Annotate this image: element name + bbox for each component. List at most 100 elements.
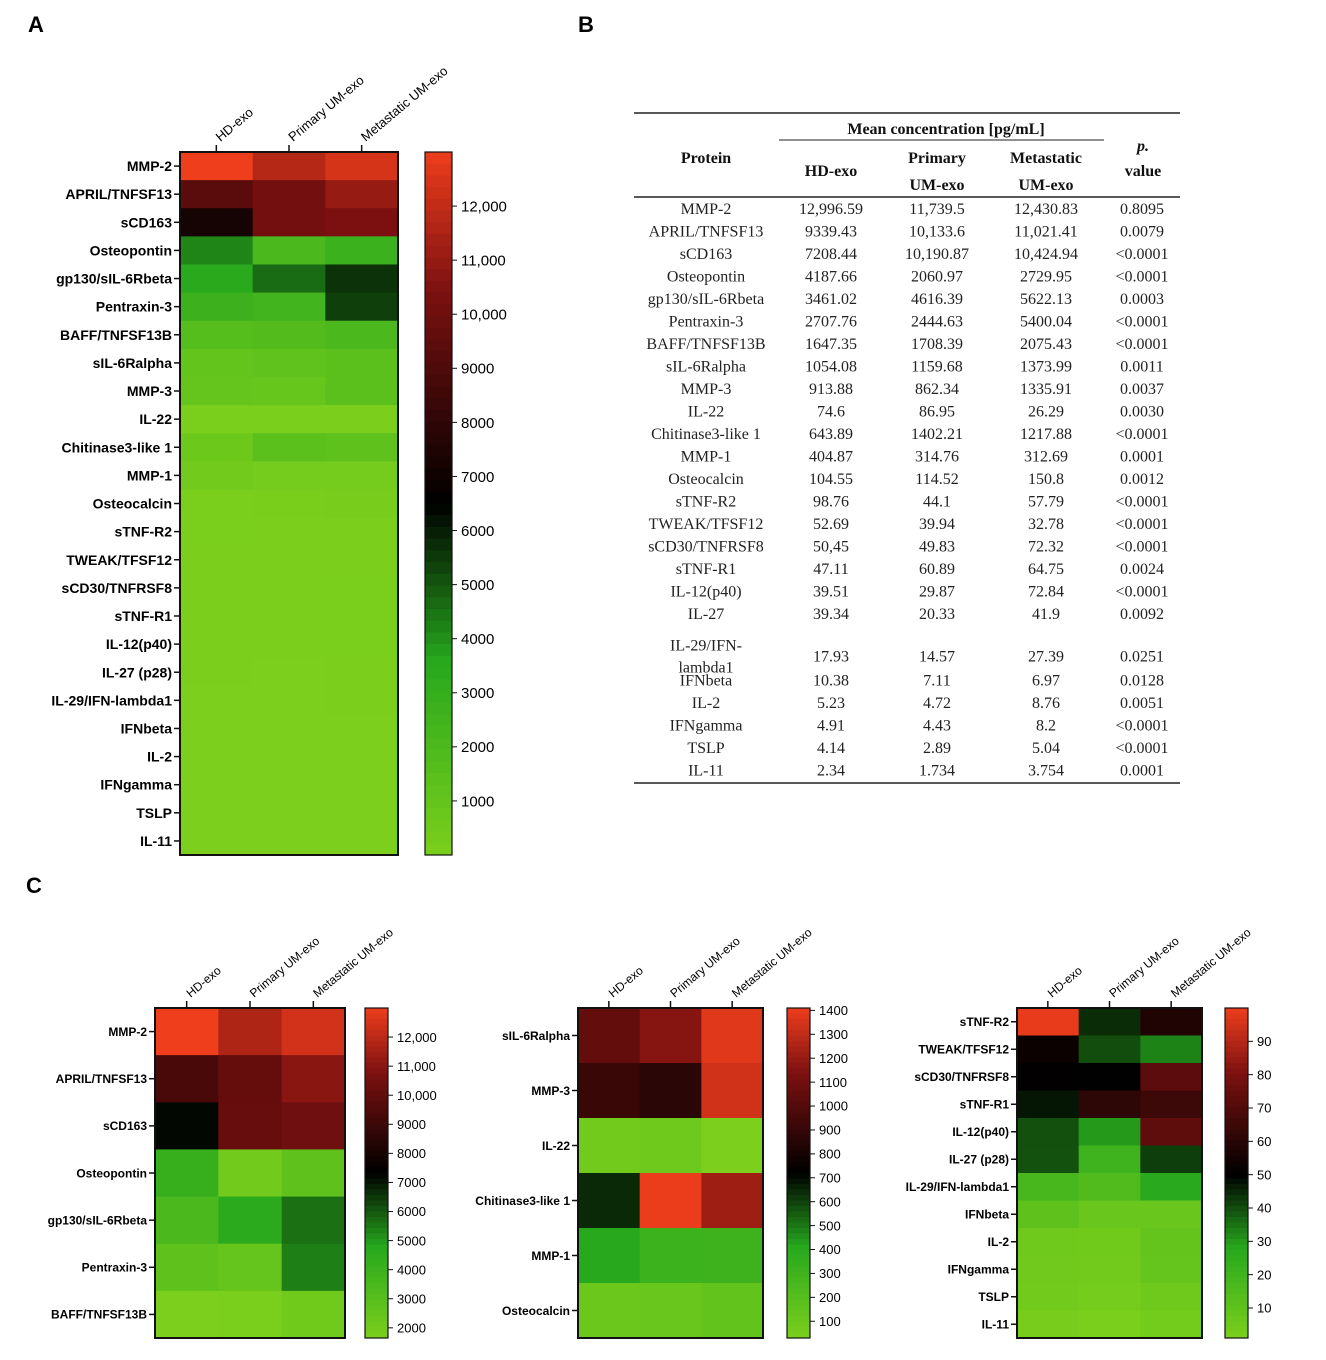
colorbar-segment <box>365 1299 388 1306</box>
table-cell-metastatic-umexo: 1335.91 <box>1020 381 1072 398</box>
heatmap-cell-mmp-2-metastatic-um-exo <box>281 1008 346 1056</box>
heatmap-cell-tweak-tfsf12-primary-um-exo <box>252 545 326 575</box>
table-cell-p-value: <0.0001 <box>1115 584 1168 601</box>
table-cell-protein: Osteocalcin <box>668 471 744 488</box>
colorbar-tick-label: 1200 <box>819 1051 848 1066</box>
table-cell-p-value: 0.0092 <box>1120 606 1164 623</box>
colorbar-segment <box>365 1184 388 1190</box>
colorbar-segment <box>425 690 452 704</box>
table-header-metastatic: Metastatic <box>1010 150 1082 167</box>
table-row: Osteocalcin 104.55 114.52 150.8 0.0012 <box>668 471 1164 488</box>
colorbar-segment <box>1225 1030 1248 1036</box>
heatmap-cell-scd30-tnfrsf8-hd-exo <box>1017 1063 1080 1092</box>
table-cell-primary-umexo: 314.76 <box>915 449 959 466</box>
table-cell-metastatic-umexo: 72.32 <box>1028 539 1064 556</box>
table-cell-p-value: <0.0001 <box>1115 426 1168 443</box>
colorbar-segment <box>365 1068 388 1075</box>
colorbar-segment <box>1225 1184 1248 1190</box>
colorbar-segment <box>365 1178 388 1185</box>
colorbar-segment <box>425 679 452 692</box>
heatmap-cell-il-11-primary-um-exo <box>1078 1310 1141 1339</box>
colorbar-segment <box>425 526 452 540</box>
colorbar-frame <box>1224 1007 1249 1339</box>
colorbar-segment <box>1225 1156 1248 1163</box>
table-row: IL-2 5.23 4.72 8.76 0.0051 <box>692 695 1164 712</box>
table-cell-metastatic-umexo: 26.29 <box>1028 404 1064 421</box>
heatmap-cell-chitinase3-like-1-metastatic-um-exo <box>325 433 399 462</box>
heatmap-cell-gp130-sil-6rbeta-metastatic-um-exo <box>281 1196 346 1245</box>
colorbar-segment <box>365 1134 388 1141</box>
colorbar-segment <box>787 1211 810 1218</box>
row-label-scd30-tnfrsf8: sCD30/TNFRSF8 <box>62 580 173 596</box>
heatmap-cell-baff-tnfsf13b-hd-exo <box>155 1290 219 1339</box>
colorbar-tick-label: 600 <box>819 1194 841 1209</box>
row-label-scd30-tnfrsf8: sCD30/TNFRSF8 <box>914 1070 1009 1084</box>
table-cell-hd-exo: 3461.02 <box>805 291 857 308</box>
row-label-stnf-r1: sTNF-R1 <box>960 1098 1010 1112</box>
panel-letter-a: A <box>28 12 44 37</box>
colorbar-segment <box>1225 1074 1248 1080</box>
heatmap-cell-ifnbeta-metastatic-um-exo <box>325 714 399 744</box>
heatmap-cell-chitinase3-like-1-primary-um-exo <box>252 433 326 462</box>
table-cell-primary-umexo: 2444.63 <box>911 314 963 331</box>
heatmap-cell-ifngamma-primary-um-exo <box>1078 1255 1141 1284</box>
colorbar-segment <box>1225 1206 1248 1212</box>
table-cell-protein: sCD30/TNFRSF8 <box>648 539 764 556</box>
colorbar-segment <box>425 409 452 422</box>
colorbar-segment <box>787 1310 810 1317</box>
table-row: sCD30/TNFRSF8 50,45 49.83 72.32 <0.0001 <box>648 539 1168 556</box>
colorbar-segment <box>425 444 452 458</box>
heatmap-cell-scd30-tnfrsf8-primary-um-exo <box>1078 1063 1141 1092</box>
table-cell-p-value: <0.0001 <box>1115 494 1168 511</box>
table-cell-hd-exo: 47.11 <box>813 561 848 578</box>
colorbar-segment <box>787 1299 810 1306</box>
table-row: sIL-6Ralpha 1054.08 1159.68 1373.99 0.0011 <box>666 359 1164 376</box>
table-cell-primary-umexo: 49.83 <box>919 539 955 556</box>
table-cell-hd-exo: 1054.08 <box>805 359 857 376</box>
colorbar-tick-label: 900 <box>819 1123 841 1138</box>
heatmap-cell-il-27-p28-primary-um-exo <box>252 658 326 687</box>
heatmap-cell-chitinase3-like-1-hd-exo <box>180 433 254 462</box>
table-cell-hd-exo: 10.38 <box>813 673 849 690</box>
heatmap-cell-stnf-r2-primary-um-exo <box>252 517 326 547</box>
colorbar-segment <box>787 1195 810 1201</box>
colorbar-tick-label: 500 <box>819 1218 841 1233</box>
colorbar-segment <box>425 351 452 364</box>
colorbar-segment <box>787 1090 810 1097</box>
colorbar-segment <box>365 1151 388 1157</box>
colorbar-tick-label: 800 <box>819 1147 841 1162</box>
table-cell-primary-umexo: 1159.68 <box>911 359 962 376</box>
table-cell-hd-exo: 913.88 <box>809 381 853 398</box>
heatmap-cell-april-tnfsf13-primary-um-exo <box>218 1055 283 1103</box>
table-cell-protein: IL-29/IFN-lambda1 <box>670 638 742 677</box>
heatmap-cell-il-11-metastatic-um-exo <box>325 826 399 856</box>
colorbar-tick-label: 300 <box>819 1266 841 1281</box>
colorbar-segment <box>1225 1112 1248 1119</box>
heatmap-cell-april-tnfsf13-primary-um-exo <box>252 180 326 209</box>
colorbar-segment <box>425 714 452 727</box>
table-cell-primary-umexo: 10,190.87 <box>905 246 969 263</box>
colorbar-segment <box>365 1112 388 1119</box>
table-cell-metastatic-umexo: 5400.04 <box>1020 314 1072 331</box>
heatmap-cell-tweak-tfsf12-hd-exo <box>1017 1035 1080 1064</box>
colorbar-segment <box>787 1145 810 1152</box>
heatmap-cell-tslp-hd-exo <box>180 798 254 828</box>
colorbar-segment <box>787 1184 810 1190</box>
colorbar-segment <box>365 1195 388 1201</box>
column-label-metastatic-um-exo: Metastatic UM-exo <box>729 925 815 1000</box>
table-cell-protein: sCD163 <box>680 246 732 263</box>
row-label-mmp-2: MMP-2 <box>127 158 172 174</box>
colorbar-segment <box>425 163 452 176</box>
colorbar-segment <box>425 772 452 786</box>
colorbar-tick-label: 2000 <box>461 739 494 756</box>
heatmap-a: MMP-2 APRIL/TNFSF13 sCD163 Osteopontin gp130… <box>51 63 507 856</box>
table-cell-p-value: 0.0012 <box>1120 471 1164 488</box>
heatmap-cell-osteocalcin-metastatic-um-exo <box>325 489 399 519</box>
heatmap-cell-stnf-r1-primary-um-exo <box>1078 1090 1141 1119</box>
column-label-hd-exo: HD-exo <box>184 963 224 1000</box>
table-cell-p-value: 0.8095 <box>1120 201 1164 218</box>
heatmap-cell-il-11-hd-exo <box>180 826 254 856</box>
colorbar-segment <box>365 1316 388 1322</box>
heatmap-cell-stnf-r1-primary-um-exo <box>252 601 326 631</box>
row-label-osteopontin: Osteopontin <box>76 1166 147 1180</box>
